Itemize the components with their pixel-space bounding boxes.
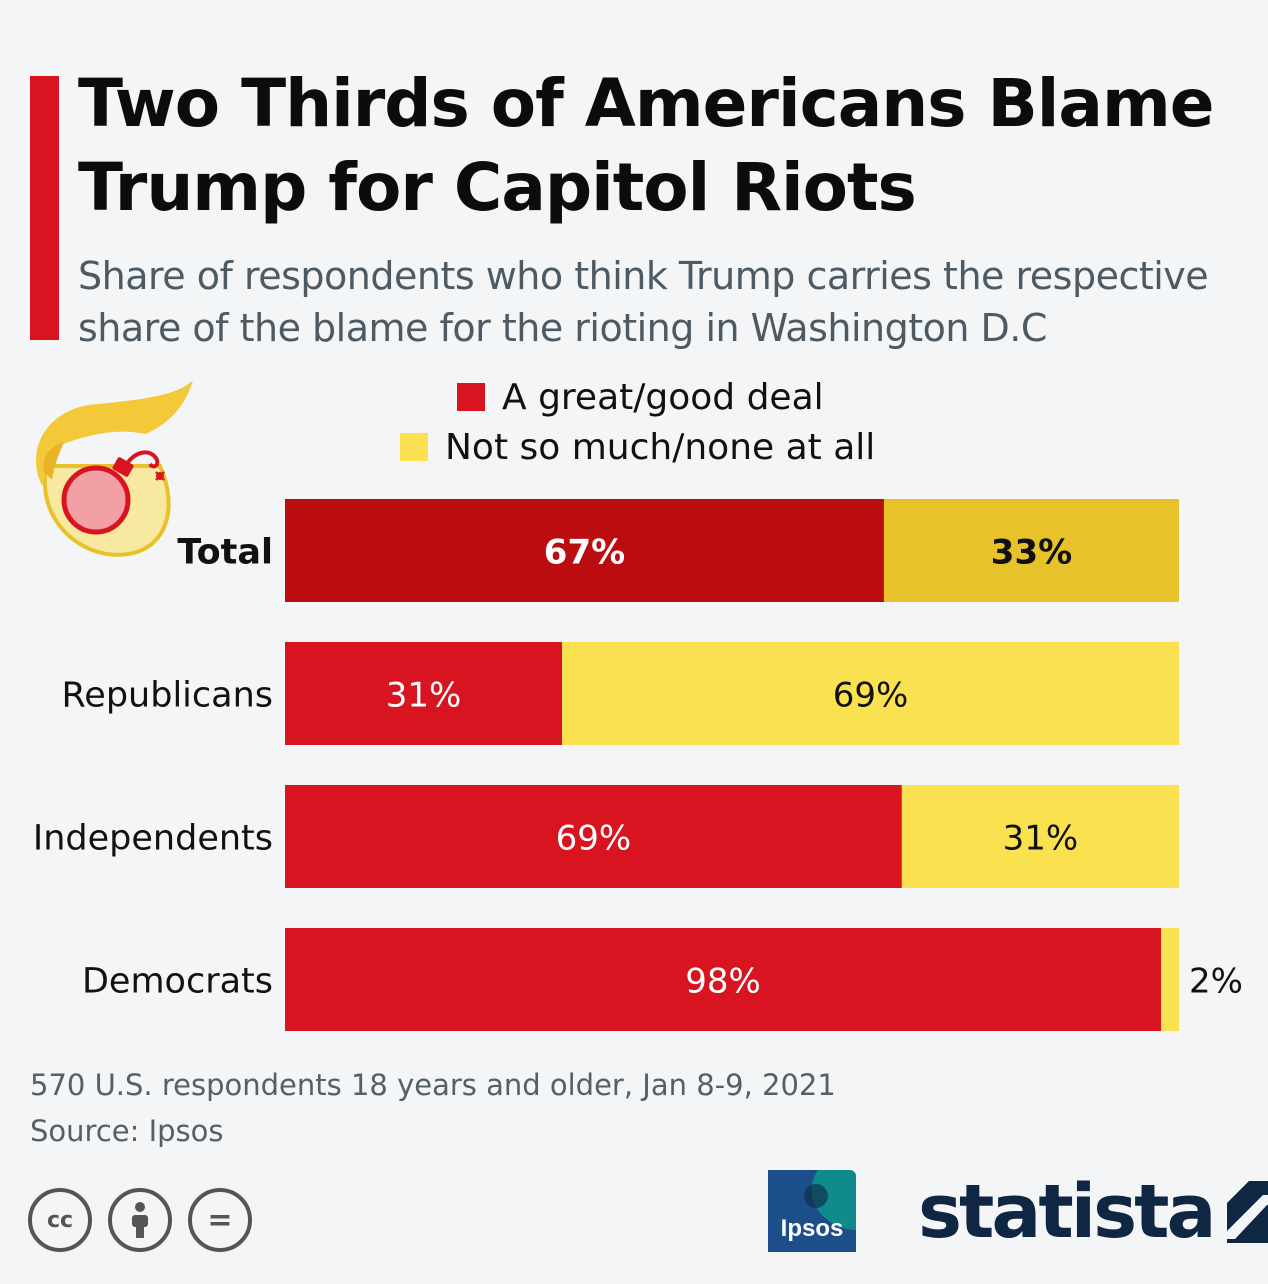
legend-item-great-deal: A great/good deal: [400, 372, 875, 422]
bar-republicans-great-deal: [285, 642, 563, 745]
statista-mark-icon: [1227, 1181, 1268, 1243]
data-label-independents-not-so-much: 31%: [1003, 819, 1079, 859]
bar-democrats-not-so-much: [1161, 928, 1179, 1031]
category-label-independents: Independents: [33, 819, 273, 859]
statista-wordmark: statista: [918, 1169, 1216, 1255]
bar-total-great-deal: [285, 499, 884, 602]
chart-subtitle: Share of respondents who think Trump car…: [78, 254, 1209, 350]
data-label-total-great-deal: 67%: [544, 533, 625, 573]
svg-text:Ipsos: Ipsos: [781, 1215, 844, 1242]
stacked-bar-chart: Total 67% 33% Republicans 31% 69% Independents…: [33, 499, 1243, 1031]
legend-label: Not so much/none at all: [445, 426, 876, 468]
survey-note: 570 U.S. respondents 18 years and older,…: [30, 1068, 836, 1102]
bar-independents-not-so-much: [901, 785, 1179, 888]
data-label-democrats-not-so-much: 2%: [1189, 962, 1243, 1002]
legend-swatch-red: [457, 383, 485, 411]
category-label-republicans: Republicans: [62, 676, 273, 716]
source-note: Source: Ipsos: [30, 1114, 224, 1148]
bar-democrats-great-deal: [285, 928, 1162, 1031]
attribution-icon[interactable]: [108, 1188, 172, 1252]
title-accent-bar: [30, 76, 59, 340]
trump-bomb-illustration-icon: [36, 380, 193, 557]
category-label-democrats: Democrats: [82, 962, 273, 1002]
category-label-total: Total: [177, 533, 273, 573]
data-label-independents-great-deal: 69%: [556, 819, 632, 859]
statista-logo[interactable]: statista: [918, 1172, 1268, 1252]
no-derivatives-icon[interactable]: =: [188, 1188, 252, 1252]
data-label-republicans-not-so-much: 69%: [833, 676, 909, 716]
cc-icon[interactable]: cc: [28, 1188, 92, 1252]
chart-title: Two Thirds of Americans Blame Trump for …: [78, 65, 1214, 226]
chart-legend: A great/good deal Not so much/none at al…: [400, 372, 875, 472]
legend-item-not-so-much: Not so much/none at all: [400, 422, 875, 472]
bar-independents-great-deal: [285, 785, 902, 888]
chart-footnote: 570 U.S. respondents 18 years and older,…: [30, 1062, 836, 1154]
legend-label: A great/good deal: [502, 376, 824, 418]
bar-total-not-so-much: [883, 499, 1179, 602]
license-icons: cc =: [28, 1188, 252, 1252]
bar-republicans-not-so-much: [562, 642, 1179, 745]
data-label-republicans-great-deal: 31%: [386, 676, 462, 716]
data-label-total-not-so-much: 33%: [991, 533, 1072, 573]
data-label-democrats-great-deal: 98%: [685, 962, 761, 1002]
legend-swatch-yellow: [400, 433, 428, 461]
ipsos-logo[interactable]: Ipsos: [768, 1170, 856, 1252]
